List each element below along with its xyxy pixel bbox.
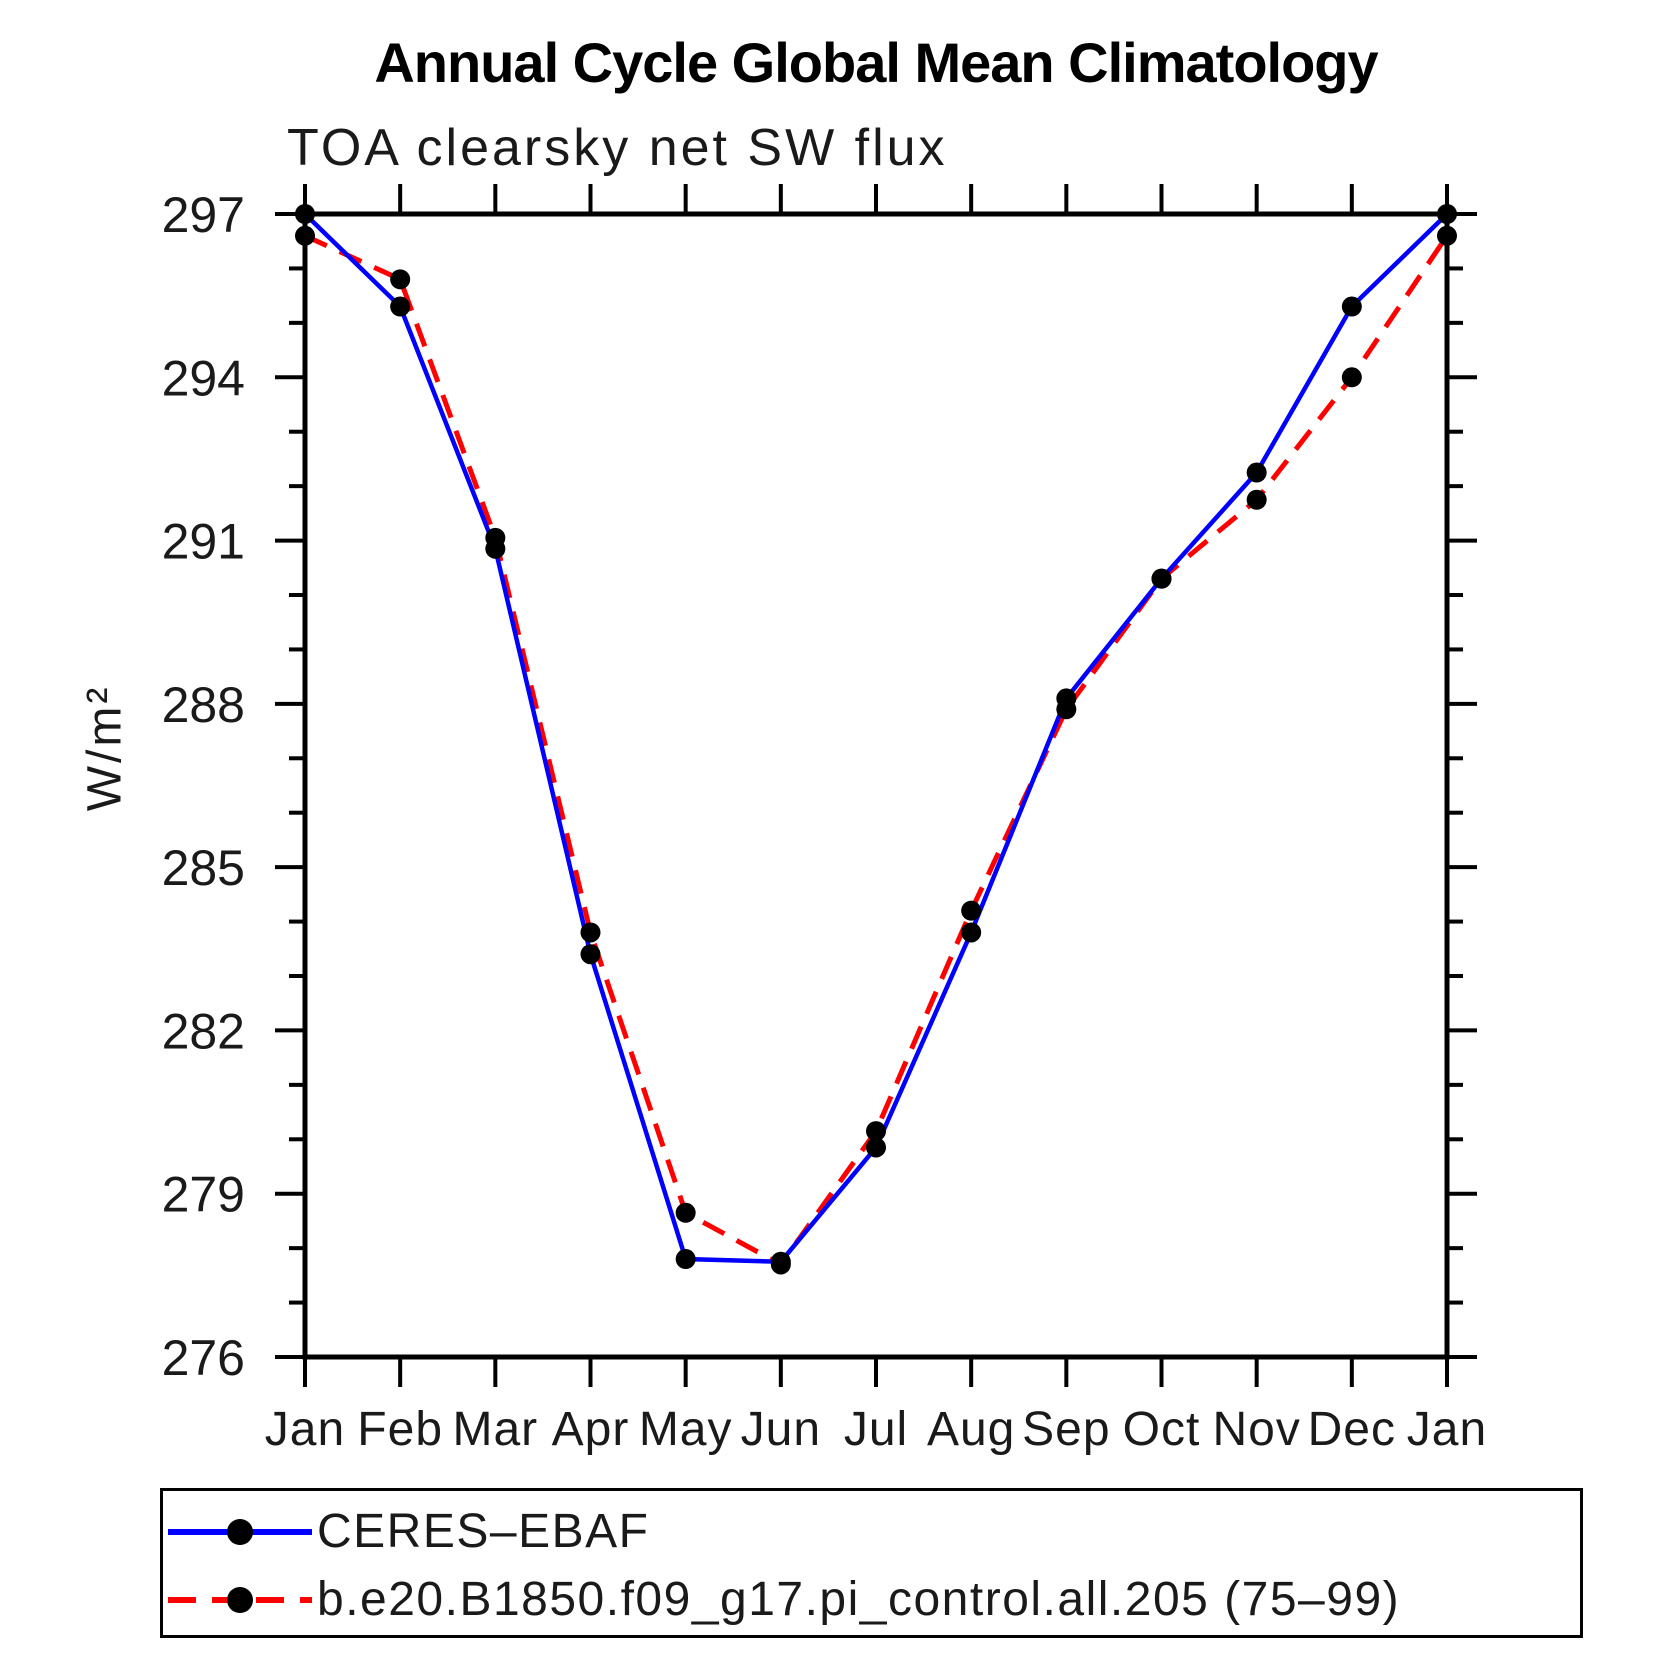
data-point-marker bbox=[580, 944, 601, 965]
data-point-marker bbox=[1437, 225, 1457, 246]
legend-item-ceres-ebaf: CERES–EBAF bbox=[165, 1505, 649, 1558]
page-title: Annual Cycle Global Mean Climatology bbox=[374, 31, 1378, 94]
x-tick-label: May bbox=[639, 1403, 733, 1456]
data-point-marker bbox=[295, 204, 315, 224]
y-tick-label: 279 bbox=[162, 1167, 245, 1223]
data-point-marker bbox=[1437, 204, 1457, 224]
y-tick-label: 288 bbox=[162, 677, 245, 733]
x-tick-label: Jan bbox=[265, 1403, 345, 1456]
data-point-marker bbox=[961, 922, 982, 943]
x-tick-label: Aug bbox=[927, 1403, 1015, 1456]
x-tick-label: Jan bbox=[1407, 1403, 1487, 1456]
data-point-marker bbox=[390, 296, 411, 317]
data-point-marker bbox=[295, 225, 315, 246]
data-point-marker bbox=[866, 1137, 886, 1158]
legend-box: CERES–EBAF b.e20.B1850.f09_g17.pi_contro… bbox=[160, 1488, 1583, 1638]
legend-line-dashed-icon bbox=[168, 1587, 312, 1613]
series-markers bbox=[295, 204, 1457, 1275]
series-lines bbox=[303, 212, 1450, 1268]
data-point-marker bbox=[675, 1249, 696, 1270]
legend-marker-dot-icon bbox=[227, 1587, 253, 1613]
x-tick-label: Apr bbox=[552, 1403, 630, 1456]
legend-label: CERES–EBAF bbox=[317, 1504, 650, 1558]
y-axis-tick-labels: 276 279 282 285 288 291 294 297 bbox=[162, 187, 245, 1386]
data-point-marker bbox=[1246, 489, 1267, 510]
y-tick-label: 282 bbox=[162, 1003, 245, 1059]
series-line-solid bbox=[303, 212, 1449, 1265]
data-point-marker bbox=[390, 269, 411, 290]
x-tick-label: Jul bbox=[844, 1403, 908, 1456]
x-axis-tick-labels: Jan Feb Mar Apr May Jun Jul Aug Sep Oct Nov Dec Jan bbox=[265, 1403, 1487, 1456]
y-tick-label: 297 bbox=[162, 187, 245, 243]
legend-marker-dot-icon bbox=[227, 1519, 253, 1545]
x-tick-label: Feb bbox=[357, 1403, 443, 1456]
x-tick-label: Jun bbox=[741, 1403, 821, 1456]
data-point-marker bbox=[485, 527, 506, 548]
axis-ticks bbox=[275, 184, 1477, 1387]
chart-subtitle: TOA clearsky net SW flux bbox=[287, 119, 948, 177]
y-tick-label: 276 bbox=[162, 1330, 245, 1386]
data-point-marker bbox=[1341, 296, 1362, 317]
x-tick-label: Dec bbox=[1308, 1403, 1396, 1456]
data-point-marker bbox=[1056, 699, 1077, 720]
y-tick-label: 294 bbox=[162, 350, 245, 406]
x-tick-label: Mar bbox=[452, 1403, 538, 1456]
y-tick-label: 285 bbox=[162, 840, 245, 896]
data-point-marker bbox=[1341, 367, 1362, 388]
legend-line-solid-icon bbox=[168, 1519, 312, 1545]
data-point-marker bbox=[1151, 568, 1172, 589]
data-point-marker bbox=[770, 1254, 791, 1275]
data-point-marker bbox=[961, 900, 982, 921]
data-point-marker bbox=[866, 1121, 886, 1142]
data-point-marker bbox=[675, 1202, 696, 1223]
y-tick-label: 291 bbox=[162, 514, 245, 570]
legend-item-model: b.e20.B1850.f09_g17.pi_control.all.205 (… bbox=[165, 1573, 1400, 1626]
x-tick-label: Oct bbox=[1123, 1403, 1201, 1456]
x-tick-label: Nov bbox=[1212, 1403, 1300, 1456]
x-tick-label: Sep bbox=[1022, 1403, 1110, 1456]
data-point-marker bbox=[1246, 462, 1267, 483]
legend-label: b.e20.B1850.f09_g17.pi_control.all.205 (… bbox=[317, 1572, 1401, 1626]
data-point-marker bbox=[580, 922, 601, 943]
plot-frame bbox=[302, 211, 1450, 1360]
series-line-dashed bbox=[303, 233, 1450, 1268]
